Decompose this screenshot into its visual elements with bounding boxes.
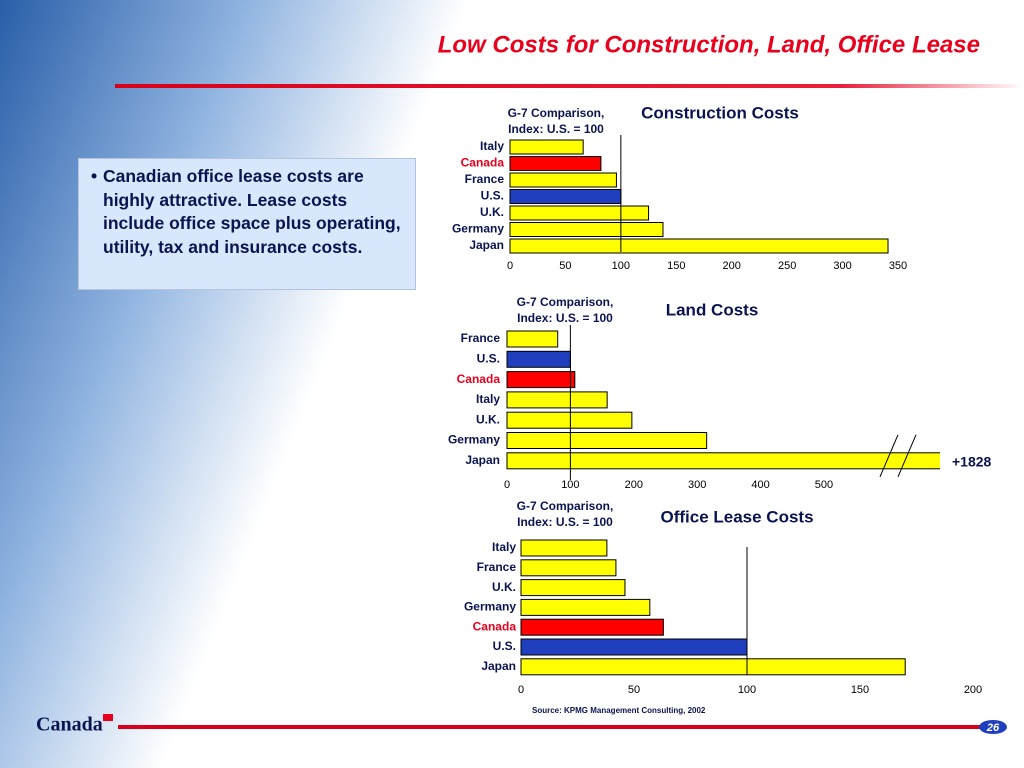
bar: [506, 452, 940, 470]
slide-title: Low Costs for Construction, Land, Office…: [438, 31, 980, 58]
bar: [506, 432, 708, 449]
page-number: 26: [986, 722, 1000, 734]
axis-break: [897, 434, 917, 477]
bar: [506, 330, 559, 348]
chart-title: Construction Costs: [641, 103, 799, 122]
y-tick-label: Japan: [481, 659, 516, 673]
y-tick-label: Germany: [448, 433, 500, 447]
x-tick-label: 0: [504, 479, 510, 491]
y-tick-label: Canada: [457, 372, 501, 386]
x-tick-label: 0: [518, 684, 524, 696]
y-tick-label: U.K.: [480, 205, 504, 219]
bar: [520, 579, 626, 597]
bar: [506, 391, 608, 409]
y-tick-label: Italy: [476, 392, 500, 406]
x-tick-label: 150: [667, 260, 685, 272]
source: Source: KPMG Management Consulting, 2002: [532, 706, 706, 715]
x-tick-label: 400: [751, 479, 769, 491]
y-tick-label: Japan: [465, 453, 500, 467]
y-tick-label: U.S.: [481, 189, 504, 203]
logo-flag: [103, 714, 113, 721]
value-label: +1828: [952, 454, 992, 470]
y-tick-label: France: [477, 560, 517, 574]
x-tick-label: 300: [688, 479, 706, 491]
x-tick-label: 350: [889, 260, 907, 272]
page-badge: [979, 720, 1007, 734]
bar: [520, 559, 617, 577]
chart-subtitle: Index: U.S. = 100: [517, 515, 613, 529]
chart-subtitle: G-7 Comparison,: [517, 499, 614, 513]
axis-break: [879, 434, 899, 477]
y-tick-label: Germany: [464, 600, 516, 614]
bar: [520, 638, 748, 656]
bar: [520, 598, 651, 616]
y-tick-label: France: [465, 172, 505, 186]
bar: [506, 371, 576, 389]
bullet-box: • Canadian office lease costs are highly …: [78, 158, 416, 290]
logo: Canada: [36, 714, 103, 736]
x-tick-label: 100: [561, 479, 579, 491]
y-tick-label: U.K.: [476, 412, 500, 426]
y-tick-label: Germany: [452, 222, 504, 236]
bar: [509, 205, 650, 221]
bullet-text: Canadian office lease costs are highly a…: [103, 166, 401, 257]
y-tick-label: U.S.: [493, 639, 516, 653]
y-tick-label: Italy: [480, 139, 504, 153]
y-tick-label: Canada: [473, 619, 517, 633]
chart-subtitle: G-7 Comparison,: [517, 295, 614, 309]
bar: [520, 539, 608, 557]
x-tick-label: 500: [815, 479, 833, 491]
x-tick-label: 0: [507, 260, 513, 272]
y-tick-label: Canada: [461, 156, 505, 170]
x-tick-label: 250: [778, 260, 796, 272]
bar: [520, 658, 906, 676]
bar: [509, 172, 617, 188]
bar: [509, 156, 602, 171]
x-tick-label: 200: [964, 684, 982, 696]
x-tick-label: 300: [833, 260, 851, 272]
chart-subtitle: G-7 Comparison,: [508, 106, 605, 120]
bar: [506, 411, 633, 429]
x-tick-label: 100: [612, 260, 630, 272]
y-tick-label: Japan: [469, 238, 504, 252]
y-tick-label: U.S.: [477, 351, 500, 365]
bar: [509, 222, 664, 237]
x-tick-label: 50: [559, 260, 571, 272]
y-tick-label: Italy: [492, 540, 516, 554]
x-tick-label: 150: [851, 684, 869, 696]
y-tick-label: France: [461, 331, 501, 345]
chart-title: Land Costs: [666, 300, 759, 319]
bar: [509, 189, 622, 204]
bar: [509, 238, 889, 254]
x-tick-label: 50: [628, 684, 640, 696]
bar: [506, 350, 571, 368]
bar: [509, 139, 584, 155]
chart-subtitle: Index: U.S. = 100: [508, 122, 604, 136]
x-tick-label: 200: [625, 479, 643, 491]
chart-title: Office Lease Costs: [660, 507, 813, 526]
x-tick-label: 200: [723, 260, 741, 272]
title-rule: [115, 84, 1024, 88]
footer-rule: [118, 725, 988, 729]
bar: [520, 618, 664, 636]
chart-subtitle: Index: U.S. = 100: [517, 311, 613, 325]
y-tick-label: U.K.: [492, 580, 516, 594]
x-tick-label: 100: [738, 684, 756, 696]
